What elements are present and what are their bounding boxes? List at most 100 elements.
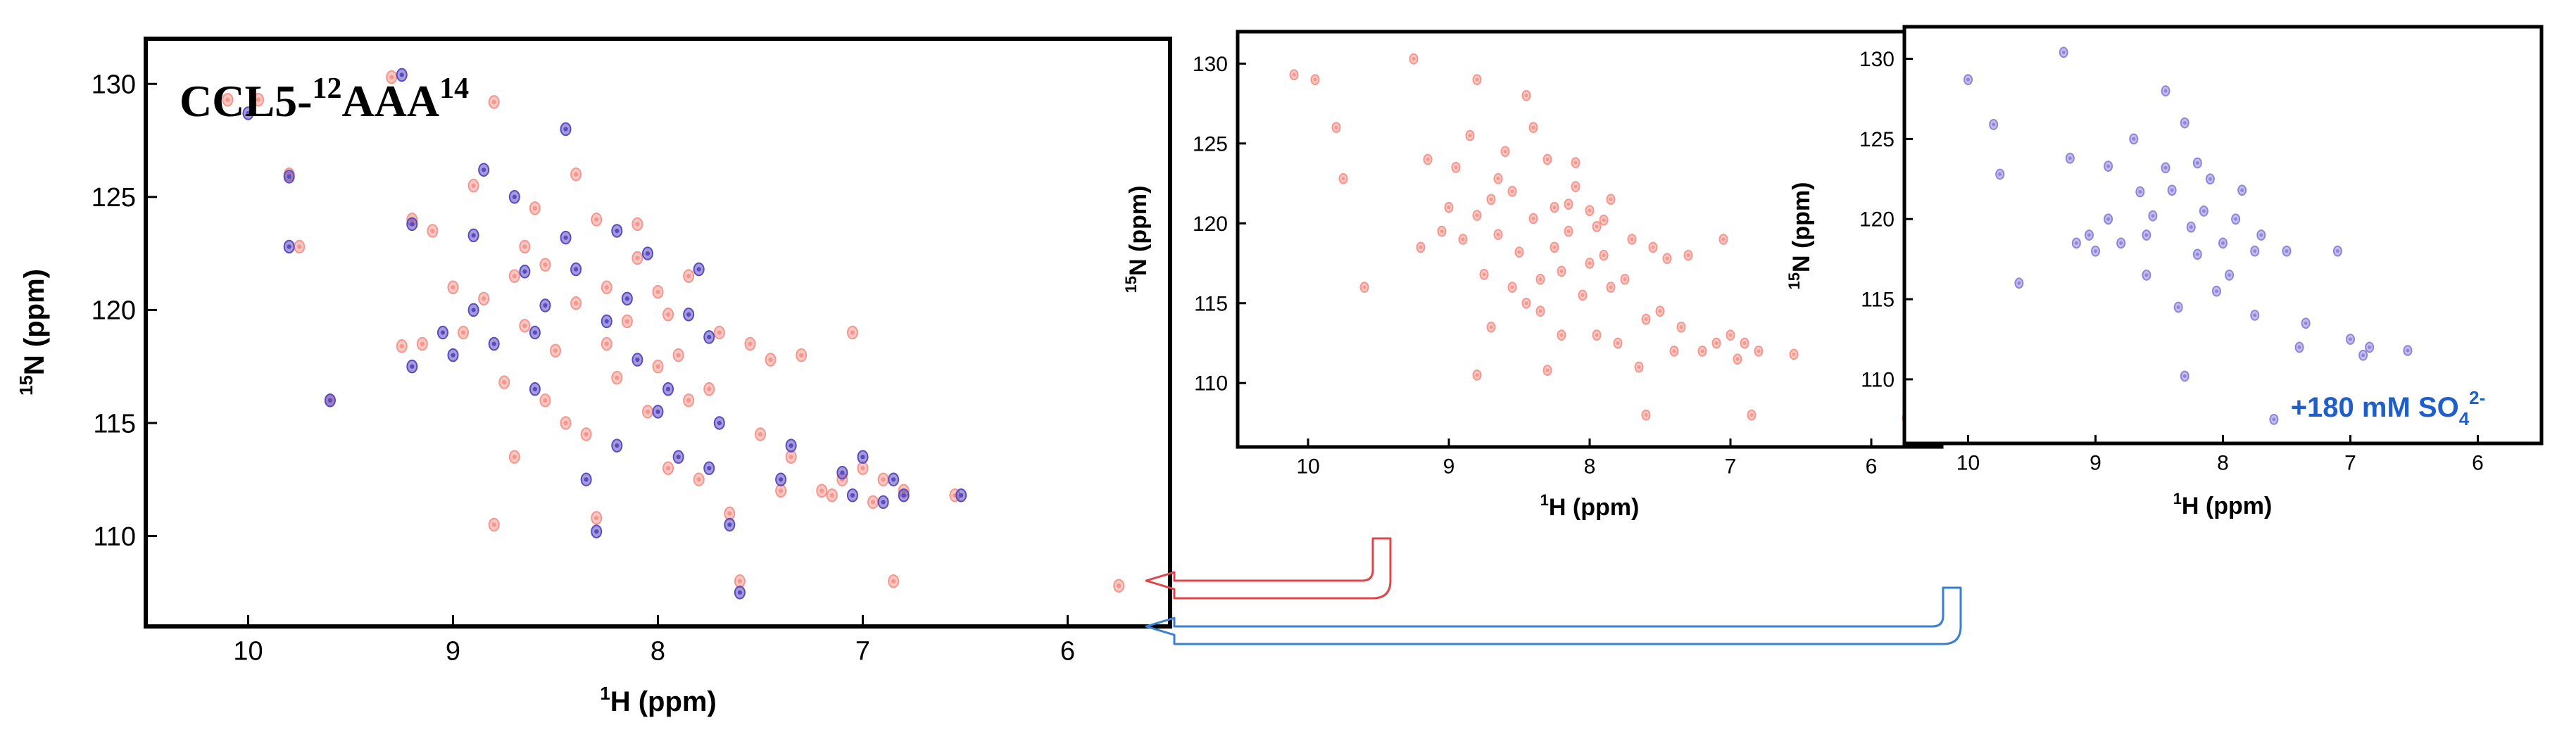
peak-core-salmon-4 xyxy=(1362,285,1366,289)
peak-core-salmon-13 xyxy=(491,99,496,105)
peak-core-salmon-62 xyxy=(594,217,599,222)
peak-core-salmon-44 xyxy=(819,488,824,493)
peak-core-purple-36 xyxy=(840,470,845,475)
y-axis-label: 15N (ppm) xyxy=(15,269,50,396)
peak-core-purple-24 xyxy=(645,251,651,256)
peak-core-purple-12 xyxy=(512,194,517,199)
peak-core-salmon-30 xyxy=(1595,333,1599,337)
peak-core-purple-41 xyxy=(901,493,906,498)
peak-core-purple-5 xyxy=(410,222,415,227)
peak-core-salmon-0 xyxy=(225,97,230,102)
peak-core-salmon-22 xyxy=(1538,309,1543,313)
x-tick-label: 6 xyxy=(1060,637,1075,667)
peak-core-salmon-10 xyxy=(1461,237,1465,241)
peak-core-purple-7 xyxy=(2087,233,2091,237)
peak-core-purple-36 xyxy=(2361,353,2365,358)
peak-core-salmon-21 xyxy=(573,301,579,305)
y-tick-label: 125 xyxy=(92,183,136,213)
peak-core-purple-25 xyxy=(655,409,660,415)
peak-core-purple-33 xyxy=(2304,321,2308,325)
peak-core-salmon-47 xyxy=(850,330,855,335)
peak-core-salmon-62 xyxy=(1588,261,1592,265)
peak-core-salmon-16 xyxy=(1496,232,1500,236)
peak-core-purple-40 xyxy=(891,477,896,482)
peak-core-salmon-71 xyxy=(1602,218,1606,222)
peak-core-salmon-59 xyxy=(1609,285,1613,289)
peak-core-salmon-37 xyxy=(1644,413,1648,417)
peak-core-salmon-20 xyxy=(563,420,568,426)
peak-core-salmon-45 xyxy=(1714,341,1719,345)
peak-core-purple-43 xyxy=(563,235,568,240)
peak-core-salmon-14 xyxy=(1482,272,1486,277)
peak-core-purple-20 xyxy=(604,319,609,324)
plot-frame xyxy=(1902,25,2544,446)
peak-core-salmon-52 xyxy=(1792,352,1796,356)
peak-core-purple-25 xyxy=(2228,273,2232,277)
peak-core-salmon-26 xyxy=(624,319,629,324)
peak-core-salmon-39 xyxy=(758,431,763,437)
peak-core-salmon-60 xyxy=(1489,325,1493,329)
peak-core-purple-22 xyxy=(624,296,629,301)
peak-core-purple-18 xyxy=(584,477,589,482)
peak-core-salmon-54 xyxy=(1117,583,1121,588)
peak-core-salmon-49 xyxy=(870,500,876,505)
peak-core-salmon-13 xyxy=(1475,77,1479,82)
peak-core-salmon-28 xyxy=(1581,293,1585,297)
peak-core-purple-2 xyxy=(1998,172,2002,176)
peak-core-purple-12 xyxy=(2138,190,2142,194)
peak-core-salmon-8 xyxy=(420,341,425,346)
peak-core-salmon-58 xyxy=(543,398,548,403)
peak-core-salmon-51 xyxy=(891,579,896,583)
y-tick-label: 125 xyxy=(1859,128,1895,151)
red-return-arrow xyxy=(1145,537,1392,600)
peak-core-salmon-8 xyxy=(1440,229,1444,234)
peak-core-salmon-38 xyxy=(1651,245,1655,249)
peak-core-salmon-40 xyxy=(768,357,773,362)
x-tick-label: 7 xyxy=(1725,455,1737,479)
x-tick-label: 9 xyxy=(2090,452,2101,475)
x-tick-label: 6 xyxy=(1866,455,1878,479)
peak-core-salmon-50 xyxy=(1749,413,1754,417)
peak-core-purple-28 xyxy=(686,312,691,317)
peak-core-salmon-67 xyxy=(1559,333,1564,337)
peak-core-salmon-35 xyxy=(717,330,722,335)
peak-core-salmon-48 xyxy=(860,466,865,471)
peak-core-salmon-10 xyxy=(460,330,466,335)
tick-layer: 10 9 8 7 6 110 115 120 125 130 xyxy=(1193,53,1877,479)
peak-core-salmon-17 xyxy=(1503,149,1507,153)
peak-core-salmon-39 xyxy=(1658,309,1662,313)
peak-core-salmon-42 xyxy=(788,454,793,460)
peak-core-salmon-69 xyxy=(1644,317,1648,321)
y-tick-label: 120 xyxy=(92,296,136,326)
peak-core-salmon-55 xyxy=(491,522,496,527)
peak-core-salmon-22 xyxy=(584,431,589,437)
peak-core-purple-4 xyxy=(2061,50,2066,54)
peak-core-purple-41 xyxy=(2144,233,2149,237)
peak-core-salmon-5 xyxy=(1412,57,1416,61)
peak-core-salmon-30 xyxy=(665,466,671,471)
peak-core-salmon-47 xyxy=(1728,333,1733,337)
x-tick-label: 8 xyxy=(2217,452,2229,475)
x-axis-label: 1H (ppm) xyxy=(1540,491,1640,521)
x-tick-label: 8 xyxy=(1584,455,1596,479)
peak-core-purple-19 xyxy=(594,529,599,534)
peak-core-salmon-57 xyxy=(1510,285,1514,289)
peak-core-salmon-61 xyxy=(1545,158,1550,162)
peak-core-purple-13 xyxy=(522,269,527,274)
peak-core-purple-34 xyxy=(778,477,784,482)
peak-core-salmon-64 xyxy=(1552,245,1557,249)
peak-core-salmon-50 xyxy=(881,477,886,482)
peak-core-purple-35 xyxy=(788,443,793,448)
peak-core-salmon-31 xyxy=(676,353,681,358)
peak-core-purple-26 xyxy=(665,386,671,391)
peak-core-purple-43 xyxy=(2253,313,2257,317)
peak-core-purple-29 xyxy=(2259,233,2263,237)
peak-core-purple-38 xyxy=(2406,348,2410,353)
peak-core-purple-16 xyxy=(563,127,568,132)
peak-core-salmon-16 xyxy=(522,323,527,329)
peak-core-purple-9 xyxy=(471,308,476,313)
peak-core-salmon-35 xyxy=(1630,237,1634,241)
peak-core-salmon-70 xyxy=(1566,202,1571,206)
peak-core-purple-31 xyxy=(2285,249,2289,253)
